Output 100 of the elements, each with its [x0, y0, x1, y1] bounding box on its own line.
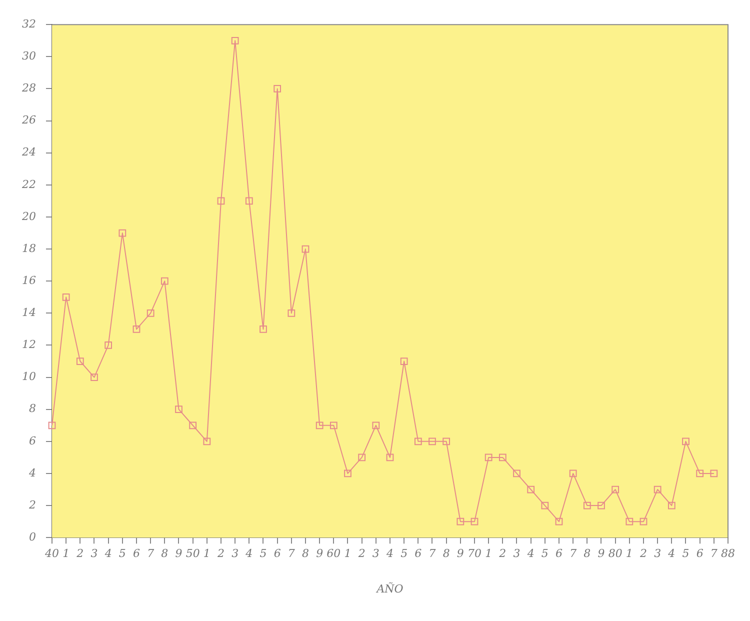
x-tick-label: 40: [44, 547, 59, 560]
x-tick-label: 7: [710, 547, 718, 560]
x-tick-label: 1: [344, 547, 352, 560]
point: [203, 438, 211, 446]
point: [569, 470, 577, 478]
x-tick-label: 5: [260, 547, 267, 560]
point: [274, 85, 282, 92]
x-tick-label: 6: [556, 547, 562, 560]
x-tick-label: 8: [584, 547, 591, 560]
point: [146, 309, 154, 317]
x-tick-label: 88: [721, 547, 735, 560]
x-tick-label: 3: [654, 547, 662, 560]
point: [48, 422, 56, 430]
point: [302, 245, 310, 253]
point: [231, 36, 239, 44]
x-tick-label: 8: [302, 547, 309, 560]
x-tick-label: 1: [203, 547, 210, 560]
point: [527, 486, 535, 494]
point: [132, 326, 140, 333]
point: [104, 342, 112, 349]
x-tick-label: 3: [90, 547, 98, 560]
point: [118, 229, 126, 237]
y-tick-label: 32: [22, 17, 36, 30]
x-tick-label: 7: [288, 547, 295, 560]
point: [513, 470, 520, 478]
y-tick-label: 18: [22, 242, 36, 255]
x-tick-label: 9: [456, 547, 464, 560]
point: [90, 374, 98, 381]
y-tick-label: 12: [22, 338, 36, 352]
point: [400, 358, 408, 365]
x-tick-label: 4: [104, 547, 112, 560]
y-tick-label: 14: [22, 306, 36, 320]
y-tick-label: 16: [22, 274, 36, 287]
x-tick-label: 2: [76, 547, 84, 560]
point: [414, 438, 422, 446]
x-tick-label: 8: [161, 547, 168, 560]
point: [330, 422, 338, 430]
point: [344, 470, 352, 478]
point: [710, 470, 718, 478]
y-tick-label: 10: [22, 370, 36, 384]
x-tick-label: 50: [186, 547, 200, 560]
x-tick-label: 2: [498, 547, 506, 560]
point: [160, 277, 168, 285]
point: [583, 502, 591, 510]
x-tick-label: 3: [372, 547, 380, 560]
y-tick-label: 8: [28, 402, 36, 416]
x-tick-label: 7: [570, 547, 577, 560]
point: [217, 197, 225, 205]
point: [541, 502, 549, 510]
x-tick-label: 1: [485, 547, 492, 560]
x-tick-label: 4: [526, 547, 534, 560]
y-tick-label: 30: [22, 50, 36, 63]
x-tick-label: 2: [357, 547, 366, 560]
x-tick-label: 4: [667, 547, 676, 560]
point: [260, 326, 267, 333]
x-tick-label: 3: [513, 547, 520, 560]
y-tick-label: 2: [28, 498, 36, 512]
x-tick-label: 70: [468, 547, 482, 560]
x-tick-label: 60: [326, 547, 341, 560]
point: [358, 454, 366, 462]
x-tick-label: 5: [118, 547, 126, 560]
x-tick-label: 4: [244, 547, 253, 560]
point: [189, 422, 197, 430]
point: [316, 422, 324, 430]
y-tick-label: 20: [20, 210, 36, 223]
x-tick-label: 5: [400, 547, 408, 560]
point: [498, 454, 506, 462]
x-tick-label: 9: [316, 547, 324, 560]
point: [626, 518, 634, 526]
point: [484, 454, 492, 462]
x-tick-label: 1: [62, 547, 70, 560]
x-tick-label: 7: [147, 547, 154, 560]
y-tick-label: 4: [28, 466, 36, 480]
point: [372, 422, 380, 430]
x-tick-label: 3: [232, 547, 239, 560]
y-tick-label: 6: [28, 434, 36, 448]
point: [612, 486, 620, 494]
point: [668, 502, 676, 510]
point: [598, 502, 605, 510]
point: [696, 470, 704, 478]
x-tick-label: 80: [608, 547, 622, 560]
x-tick-label: 4: [386, 547, 394, 560]
point: [386, 454, 394, 462]
point: [640, 518, 648, 526]
y-tick-label: 22: [20, 178, 36, 191]
y-tick-label: 24: [20, 146, 36, 159]
x-tick-label: 2: [216, 547, 224, 560]
y-tick-label: 0: [28, 530, 36, 544]
point: [175, 406, 182, 414]
x-tick-label: 6: [132, 547, 140, 560]
point: [245, 197, 253, 205]
x-tick-label: 1: [626, 547, 633, 560]
point: [288, 309, 296, 317]
point: [442, 438, 450, 446]
x-tick-label: 6: [414, 547, 422, 560]
point: [682, 438, 690, 446]
point: [428, 438, 436, 446]
x-tick-label: 7: [428, 547, 436, 560]
x-tick-label: 9: [598, 547, 605, 560]
point: [470, 518, 478, 526]
